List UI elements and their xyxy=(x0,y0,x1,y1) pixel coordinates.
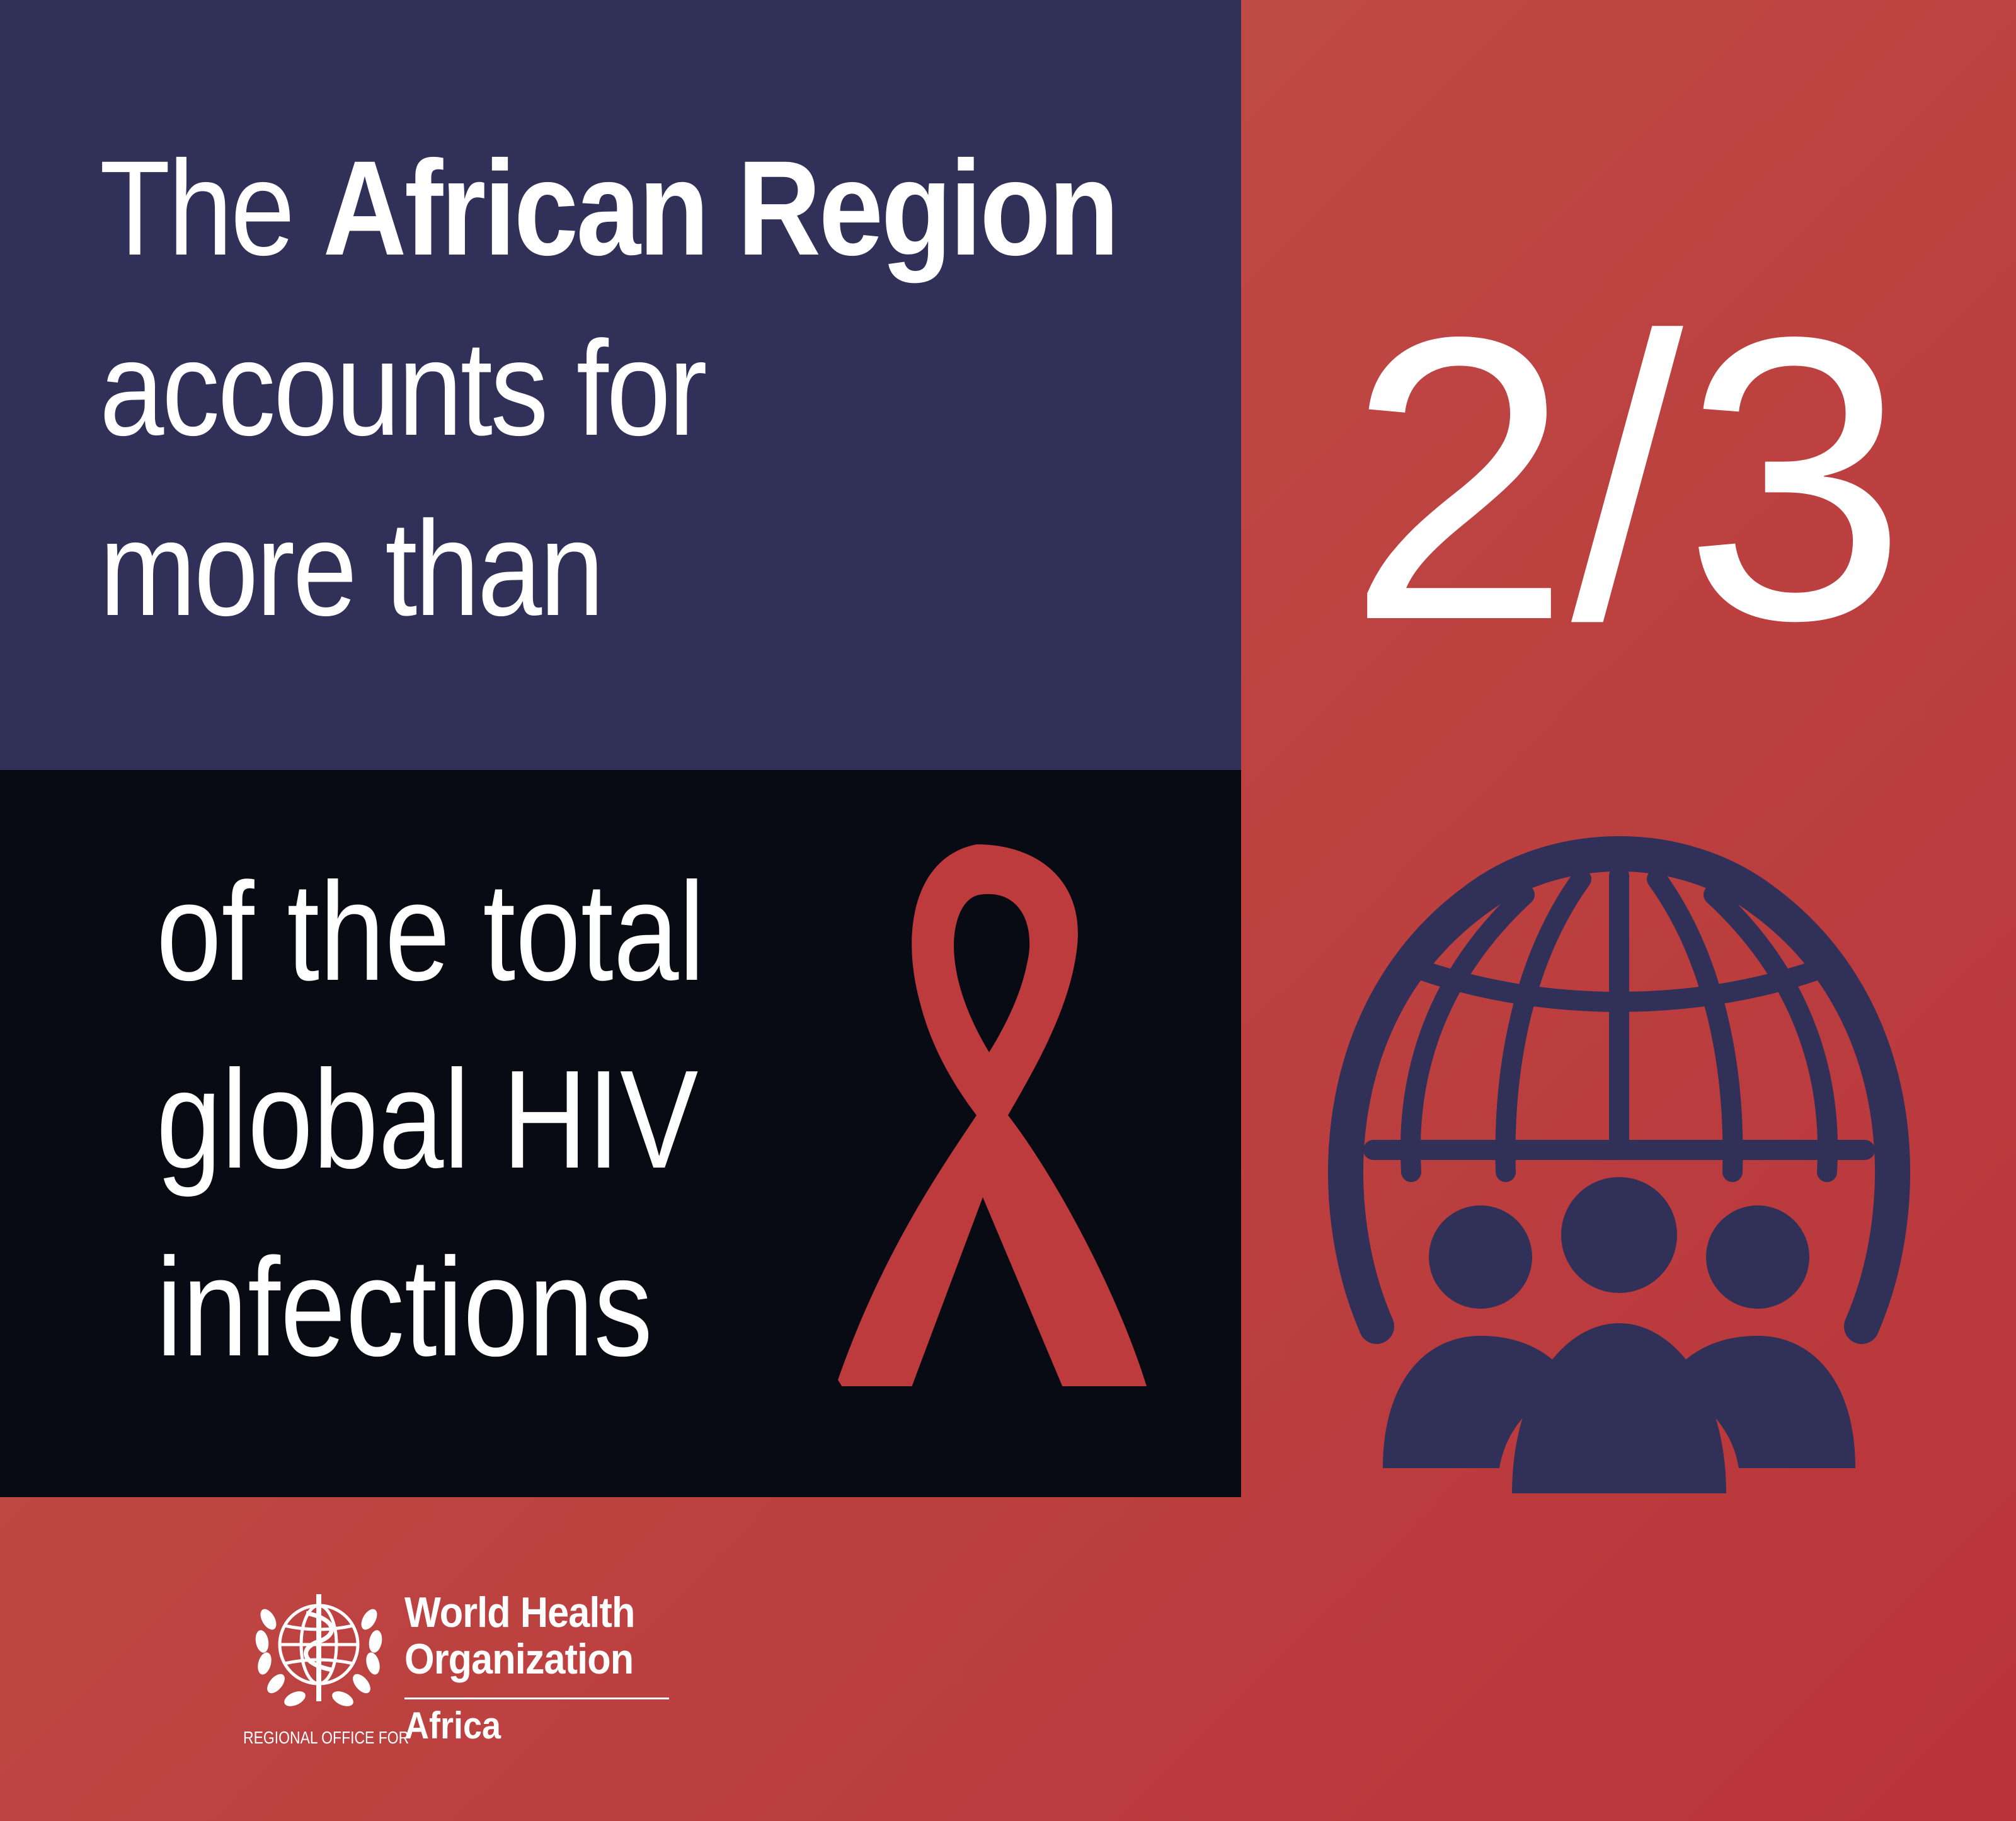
subtext-line-1: of the total xyxy=(156,854,705,1010)
who-emblem-icon xyxy=(255,1594,382,1706)
globe-people-icon xyxy=(1328,836,1910,1493)
who-name-line-2: Organization xyxy=(404,1635,634,1683)
headline-panel xyxy=(0,0,1241,770)
headline-prefix: The xyxy=(100,133,295,284)
who-name: World Health Organization xyxy=(404,1588,635,1683)
logo-divider xyxy=(404,1697,669,1699)
who-logo: World Health Organization REGIONAL OFFIC… xyxy=(243,1575,684,1758)
subtext: of the total global HIV infections xyxy=(156,838,738,1401)
headline-line-1: The African Region xyxy=(100,118,1120,299)
statistic-value: 2/3 xyxy=(1347,253,1908,704)
headline-region: African Region xyxy=(323,133,1120,284)
headline-line-3: more than xyxy=(100,493,604,644)
subtext-line-2: global HIV xyxy=(156,1042,699,1198)
headline-line-2: accounts for xyxy=(100,313,707,464)
subtext-line-3: infections xyxy=(156,1229,653,1386)
headline: The African Region accounts for more tha… xyxy=(100,118,1120,659)
red-ribbon-icon xyxy=(838,844,1147,1386)
region-label: Africa xyxy=(404,1704,501,1747)
who-name-line-1: World Health xyxy=(404,1588,635,1636)
regional-office-label: REGIONAL OFFICE FOR xyxy=(243,1728,410,1747)
